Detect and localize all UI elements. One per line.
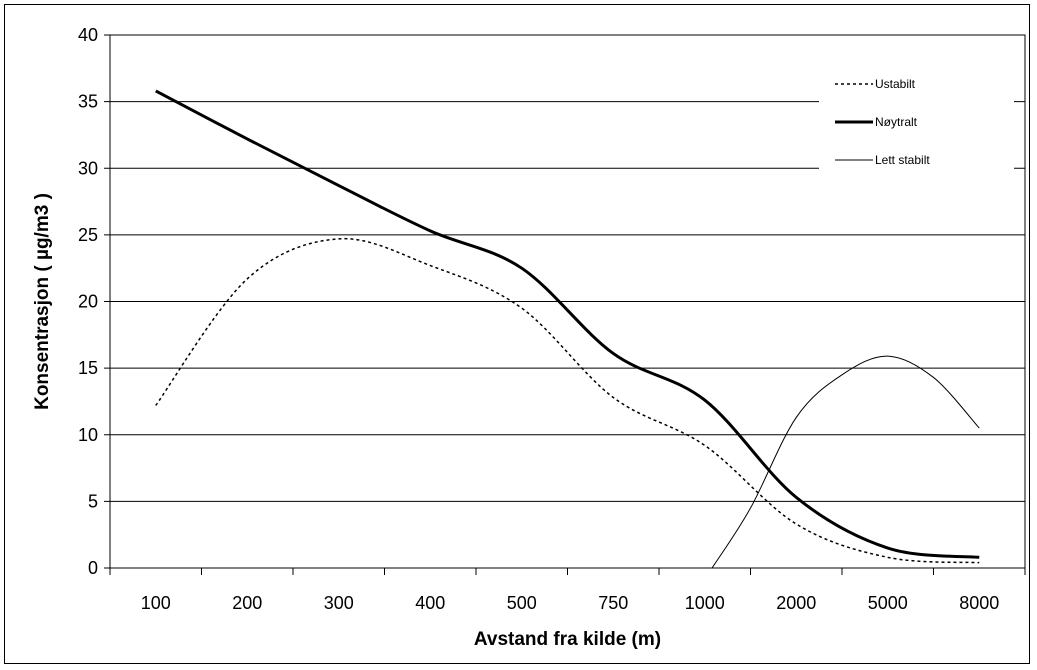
legend-label: Nøytralt [875,115,918,129]
y-axis-title: Konsentrasjon ( µg/m3 ) [32,193,53,410]
legend-label: Lett stabilt [875,153,930,167]
x-tick-label: 5000 [868,593,908,613]
y-tick-label: 5 [88,491,98,511]
y-tick-label: 10 [78,425,98,445]
y-tick-label: 0 [88,558,98,578]
legend: Ustabilt Nøytralt Lett stabilt [819,64,1014,174]
x-tick-label: 8000 [959,593,999,613]
x-tick-label: 2000 [776,593,816,613]
x-tick-label: 500 [507,593,537,613]
x-tick-label: 1000 [685,593,725,613]
x-tick-label: 750 [598,593,628,613]
x-tick-label: 200 [232,593,262,613]
legend-label: Ustabilt [875,77,916,91]
chart-frame [4,4,1030,664]
series-line-1 [155,238,980,564]
x-tick-label: 300 [324,593,354,613]
series-line-2 [155,89,980,559]
legend-box [819,64,1014,174]
y-tick-label: 30 [78,158,98,178]
y-tick-label: 20 [78,292,98,312]
y-tick-label: 15 [78,358,98,378]
x-tick-label: 100 [141,593,171,613]
x-axis-title: Avstand fra kilde (m) [474,629,661,650]
x-tick-label: 400 [415,593,445,613]
series-line-3 [711,355,980,569]
series-lines [155,89,980,569]
y-tick-label: 40 [78,25,98,45]
axes: 0 5 10 15 20 25 30 35 40 100 200 300 400 500 750 1000 20… [78,25,1026,613]
y-tick-label: 25 [78,225,98,245]
y-tick-label: 35 [78,92,98,112]
